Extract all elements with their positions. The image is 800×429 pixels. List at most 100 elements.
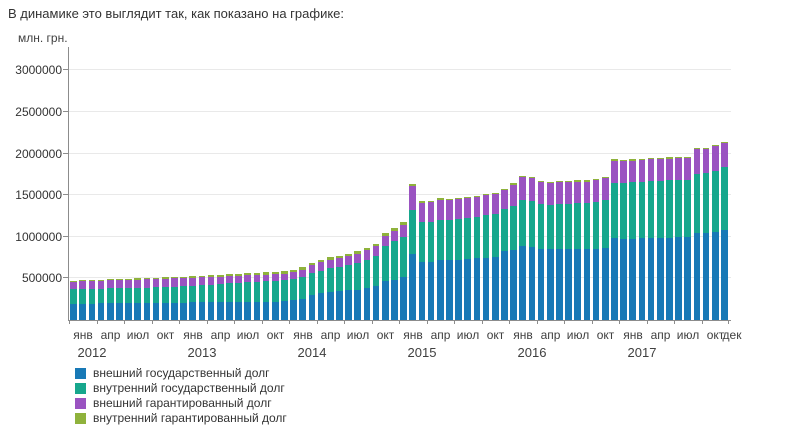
bar-segment-series2 [528, 178, 536, 202]
bar-segment-series1 [345, 265, 352, 291]
bar-segment-series1 [528, 201, 536, 247]
legend-item-series3[interactable]: внутренний гарантированный долг [75, 411, 287, 425]
bar-segment-series0 [446, 260, 453, 320]
bar-segment-series2 [363, 250, 371, 261]
bar-segment-series3 [409, 183, 417, 186]
bar-segment-series0 [216, 302, 224, 320]
month-label: окт [596, 328, 615, 342]
bar-segment-series2 [711, 146, 719, 171]
bar-segment-series1 [299, 276, 307, 299]
y-axis-label: 1000000 [15, 229, 62, 244]
month-label: июл [346, 328, 370, 342]
bar-segment-series2 [180, 278, 187, 287]
bar-segment-series3 [97, 279, 105, 281]
x-axis-tick [316, 320, 318, 324]
bar-segment-series2 [391, 230, 398, 242]
bar-segment-series0 [711, 231, 719, 320]
bar-segment-series0 [693, 233, 701, 320]
bar-segment-series1 [537, 203, 545, 249]
year-label: 2014 [297, 345, 327, 360]
bar-segment-series3 [666, 157, 673, 159]
bar-segment-series0 [116, 303, 123, 320]
bar-segment-series0 [400, 277, 407, 320]
month-label: окт [486, 328, 505, 342]
bar-segment-series2 [134, 279, 142, 288]
bar-segment-series2 [372, 246, 380, 257]
bar-segment-series2 [235, 275, 242, 283]
plot-area: янв апр июл окт 2012 янв апр июл окт 2013 янв апр ию… [63, 47, 741, 360]
bar-segment-series0 [510, 250, 517, 320]
bar-segment-series2 [345, 255, 352, 266]
bar-segment-series3 [436, 198, 444, 200]
bar-segment-series0 [97, 303, 105, 320]
bar-segment-series1 [198, 285, 206, 303]
bar-segment-series3 [171, 277, 178, 279]
legend-swatch-icon [75, 367, 86, 379]
bar-segment-series0 [702, 233, 710, 320]
bar-segment-series3 [592, 178, 600, 181]
bar-segment-series3 [198, 275, 206, 278]
y-axis-tick [63, 277, 68, 279]
bar-segment-series1 [638, 181, 646, 239]
bar-segment-series2 [482, 195, 490, 216]
bar-segment-series3 [216, 274, 224, 277]
bar-segment-series1 [79, 289, 87, 304]
bar-segment-series0 [592, 248, 600, 320]
legend-swatch-icon [75, 382, 86, 394]
month-label: апр [540, 328, 561, 342]
month-label: янв [293, 328, 313, 342]
bar-segment-series0 [546, 249, 554, 320]
month-label-dec: дек [722, 328, 742, 342]
bar-segment-series1 [161, 287, 169, 303]
bar-segment-series2 [381, 235, 389, 246]
bar-segment-series1 [427, 221, 435, 262]
bar-segment-series0 [537, 248, 545, 320]
bar-segment-series3 [473, 195, 481, 197]
gridline [69, 194, 731, 196]
bar-segment-series1 [501, 209, 508, 252]
bar-segment-series1 [693, 173, 701, 234]
bar-segment-series3 [546, 181, 554, 184]
bar-segment-series2 [161, 278, 169, 288]
bar-segment-series0 [528, 246, 536, 320]
bar-segment-series3 [501, 189, 508, 191]
bar-segment-series2 [290, 272, 297, 279]
bar-segment-series2 [97, 280, 105, 289]
bar-segment-series0 [235, 301, 242, 320]
month-label: июл [456, 328, 480, 342]
bar-segment-series1 [134, 287, 142, 303]
bar-segment-series2 [592, 180, 600, 203]
legend-item-series1[interactable]: внутренний государственный долг [75, 381, 287, 395]
legend-item-series0[interactable]: внешний государственный долг [75, 366, 287, 380]
bar-segment-series2 [647, 159, 655, 182]
bar-segment-series1 [721, 167, 728, 231]
bar-segment-series1 [216, 284, 224, 303]
legend-swatch-icon [75, 412, 86, 424]
bar-segment-series1 [281, 280, 288, 302]
bar-segment-series3 [281, 271, 288, 274]
bar-segment-series0 [207, 302, 215, 320]
month-label: янв [623, 328, 643, 342]
bar-segment-series3 [299, 267, 307, 270]
bar-segment-series1 [409, 210, 417, 255]
bar-segment-series1 [592, 202, 600, 249]
bar-segment-series2 [611, 161, 618, 183]
bar-segment-series2 [281, 273, 288, 281]
y-axis-tick [63, 69, 68, 71]
bar-segment-series2 [143, 279, 151, 288]
bar-segment-series1 [106, 288, 114, 304]
legend-item-series2[interactable]: внешний гарантированный долг [75, 396, 287, 410]
bar-segment-series1 [702, 173, 710, 234]
bar-segment-series0 [629, 238, 637, 320]
bar-segment-series0 [574, 249, 582, 320]
bar-segment-series2 [684, 158, 692, 181]
bar-segment-series1 [244, 282, 252, 302]
gridline [69, 152, 731, 154]
gridline [69, 111, 731, 112]
legend-swatch-icon [75, 397, 86, 409]
y-axis-label: 2000000 [15, 146, 62, 161]
month-label: апр [100, 328, 121, 342]
bar-segment-series0 [271, 301, 279, 320]
bar-segment-series3 [620, 159, 627, 162]
bar-segment-series2 [436, 199, 444, 220]
